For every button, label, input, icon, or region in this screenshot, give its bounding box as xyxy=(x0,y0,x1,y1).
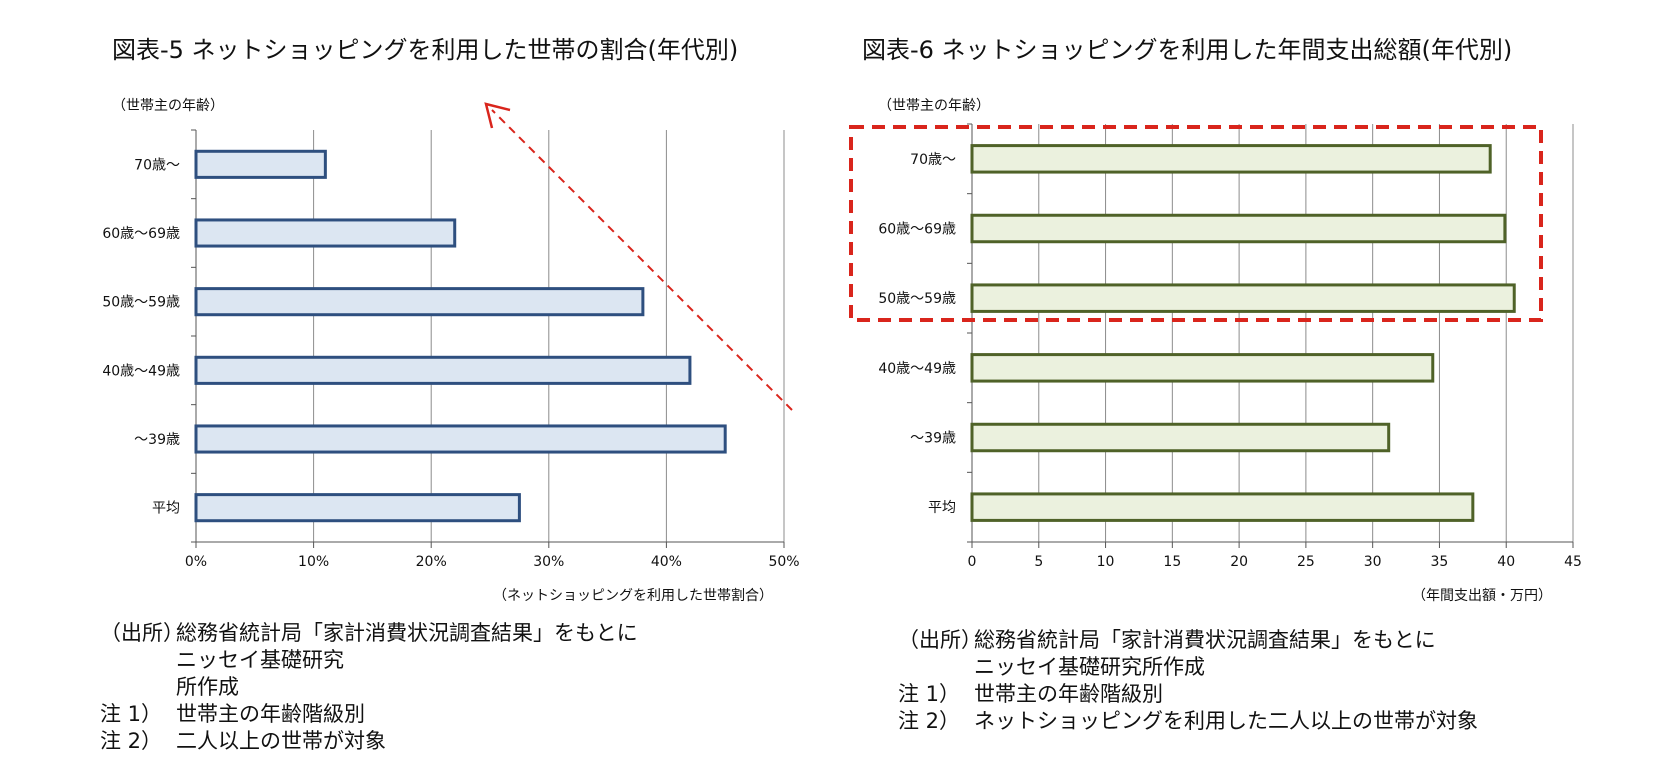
chart-5-title: 図表-5 ネットショッピングを利用した世帯の割合(年代別) xyxy=(112,36,739,64)
notes-left: （出所）総務省統計局「家計消費状況調査結果」をもとに ニッセイ基礎研究 所作成注 1… xyxy=(100,620,638,755)
x-tick-label: 50% xyxy=(768,554,799,570)
note-label: 注 1） xyxy=(100,702,163,726)
bar-1 xyxy=(970,213,1507,244)
note-label: （出所） xyxy=(898,628,982,652)
bar-2 xyxy=(194,287,645,317)
category-label: 50歳～59歳 xyxy=(878,291,956,307)
notes-right: （出所）総務省統計局「家計消費状況調査結果」をもとに ニッセイ基礎研究所作成注 1… xyxy=(898,627,1478,735)
note-text: ネットショッピングを利用した二人以上の世帯が対象 xyxy=(974,709,1478,733)
bar-4 xyxy=(194,424,727,454)
category-label: 60歳～69歳 xyxy=(878,222,956,238)
note-text: 総務省統計局「家計消費状況調査結果」をもとに xyxy=(974,628,1436,652)
category-label: ～39歳 xyxy=(134,432,180,448)
category-label: 60歳～69歳 xyxy=(102,226,180,242)
note-line: 注 2） 二人以上の世帯が対象 xyxy=(100,728,638,755)
x-tick-label: 10 xyxy=(1097,554,1115,570)
note-line: 注 1） 世帯主の年齢階級別 xyxy=(898,681,1478,708)
category-label: 40歳～49歳 xyxy=(878,361,956,377)
category-label: 平均 xyxy=(152,501,180,517)
note-line: 所作成 xyxy=(100,674,638,701)
note-label: （出所） xyxy=(100,621,184,645)
note-line: 注 1） 世帯主の年齢階級別 xyxy=(100,701,638,728)
category-label: 平均 xyxy=(928,500,956,516)
x-tick-label: 25 xyxy=(1297,554,1315,570)
bar-5 xyxy=(970,492,1475,522)
highlight-box xyxy=(849,125,1543,322)
note-label: 注 2） xyxy=(100,729,163,753)
note-label: 注 1） xyxy=(898,682,961,706)
chart-5-y-axis-note: （世帯主の年齢） xyxy=(112,98,224,114)
x-tick-label: 10% xyxy=(298,554,329,570)
trend-arrow-line xyxy=(491,109,793,411)
note-label: 注 2） xyxy=(898,709,961,733)
note-line: （出所）総務省統計局「家計消費状況調査結果」をもとに xyxy=(100,620,638,647)
x-tick-label: 40 xyxy=(1497,554,1515,570)
x-tick-label: 20% xyxy=(416,554,447,570)
bar-1 xyxy=(194,218,457,248)
x-tick-label: 20 xyxy=(1230,554,1248,570)
note-text: 二人以上の世帯が対象 xyxy=(176,729,386,753)
x-tick-label: 35 xyxy=(1431,554,1449,570)
category-label: 50歳～59歳 xyxy=(102,295,180,311)
x-tick-label: 30 xyxy=(1364,554,1382,570)
note-text: 総務省統計局「家計消費状況調査結果」をもとに xyxy=(176,621,638,645)
bar-0 xyxy=(970,144,1492,174)
note-text: ニッセイ基礎研究 xyxy=(176,648,344,672)
bar-5 xyxy=(194,493,521,523)
x-tick-label: 30% xyxy=(533,554,564,570)
x-tick-label: 0 xyxy=(968,554,977,570)
x-tick-label: 5 xyxy=(1034,554,1043,570)
chart-5: 0% 10% 20% 30% 40% 50% 70歳～ 60歳～69歳 50歳～59歳 40歳～4… xyxy=(102,102,800,570)
note-text: ニッセイ基礎研究所作成 xyxy=(974,655,1205,679)
bar-0 xyxy=(194,149,327,179)
bar-2 xyxy=(970,283,1516,313)
note-text: 世帯主の年齢階級別 xyxy=(176,702,365,726)
note-line: 注 2） ネットショッピングを利用した二人以上の世帯が対象 xyxy=(898,708,1478,735)
chart-6-title: 図表-6 ネットショッピングを利用した年間支出総額(年代別) xyxy=(862,36,1513,64)
trend-arrow-head xyxy=(484,102,511,129)
note-line: （出所）総務省統計局「家計消費状況調査結果」をもとに xyxy=(898,627,1478,654)
category-label: 70歳～ xyxy=(134,157,180,173)
note-text: 所作成 xyxy=(176,675,239,699)
category-label: 40歳～49歳 xyxy=(102,363,180,379)
bar-3 xyxy=(970,353,1435,383)
x-tick-label: 15 xyxy=(1163,554,1181,570)
chart-6-x-axis-note: （年間支出額・万円） xyxy=(1412,588,1552,604)
category-label: 70歳～ xyxy=(910,152,956,168)
chart-5-x-axis-note: （ネットショッピングを利用した世帯割合） xyxy=(493,588,773,604)
chart-6-y-axis-note: （世帯主の年齢） xyxy=(878,98,990,114)
category-label: ～39歳 xyxy=(910,431,956,447)
note-line: ニッセイ基礎研究所作成 xyxy=(898,654,1478,681)
x-tick-label: 45 xyxy=(1564,554,1582,570)
x-tick-label: 0% xyxy=(185,554,207,570)
note-text: 世帯主の年齢階級別 xyxy=(974,682,1163,706)
bar-4 xyxy=(970,422,1391,453)
bar-3 xyxy=(194,355,692,385)
x-tick-label: 40% xyxy=(651,554,682,570)
note-line: ニッセイ基礎研究 xyxy=(100,647,638,674)
chart-6: 0 5 10 15 20 25 30 35 40 45 70歳～ 60歳～69歳 50歳～59歳 40歳～… xyxy=(849,123,1582,570)
